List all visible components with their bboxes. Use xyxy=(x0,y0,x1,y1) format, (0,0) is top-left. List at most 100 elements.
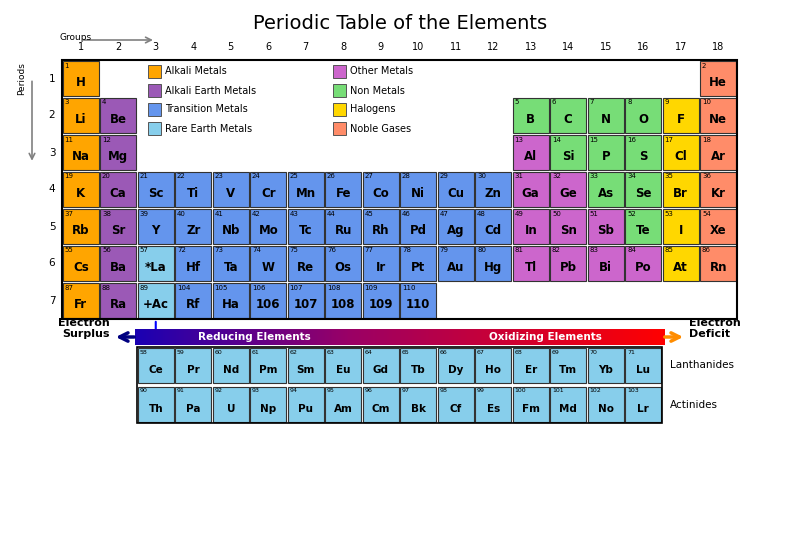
Text: 81: 81 xyxy=(514,248,523,253)
Text: Noble Gases: Noble Gases xyxy=(350,124,411,134)
Bar xyxy=(148,122,162,135)
Text: 44: 44 xyxy=(327,211,336,216)
Text: 5: 5 xyxy=(49,221,55,231)
Bar xyxy=(235,329,238,345)
Text: 15: 15 xyxy=(590,136,598,143)
Bar xyxy=(326,283,362,318)
Bar xyxy=(458,329,460,345)
Text: Cl: Cl xyxy=(674,150,687,163)
Text: Ga: Ga xyxy=(522,187,540,201)
Text: B: B xyxy=(526,113,535,126)
Bar xyxy=(626,209,661,244)
Bar xyxy=(179,329,182,345)
Text: Po: Po xyxy=(635,262,651,274)
Bar xyxy=(186,329,189,345)
Bar xyxy=(100,135,136,170)
Bar xyxy=(148,65,162,78)
Text: 78: 78 xyxy=(402,248,411,253)
Text: 109: 109 xyxy=(369,299,393,311)
Bar xyxy=(366,329,368,345)
Bar xyxy=(626,348,661,383)
Bar xyxy=(361,329,363,345)
Bar xyxy=(138,283,174,318)
Bar xyxy=(700,209,736,244)
Text: Mg: Mg xyxy=(108,150,128,163)
Bar xyxy=(475,387,511,422)
Bar xyxy=(433,329,435,345)
Bar xyxy=(462,329,463,345)
Text: 49: 49 xyxy=(514,211,523,216)
Text: Lu: Lu xyxy=(636,365,650,375)
Bar xyxy=(503,329,506,345)
Text: Ta: Ta xyxy=(223,262,238,274)
Bar xyxy=(438,172,474,207)
Text: +Ac: +Ac xyxy=(142,299,169,311)
Bar xyxy=(588,329,590,345)
Bar xyxy=(426,329,428,345)
Text: 36: 36 xyxy=(702,173,711,179)
Text: 2: 2 xyxy=(115,42,122,52)
Text: H: H xyxy=(76,77,86,89)
Text: 21: 21 xyxy=(139,173,148,179)
Text: 63: 63 xyxy=(327,349,335,354)
Bar xyxy=(330,329,333,345)
Bar xyxy=(572,329,574,345)
Bar xyxy=(468,329,470,345)
Text: 38: 38 xyxy=(102,211,111,216)
Bar xyxy=(204,329,206,345)
Bar xyxy=(643,329,645,345)
Text: 82: 82 xyxy=(552,248,561,253)
Text: Pd: Pd xyxy=(410,225,426,238)
Text: Pr: Pr xyxy=(187,365,200,375)
Bar xyxy=(578,329,580,345)
Bar xyxy=(438,246,474,281)
Bar xyxy=(662,172,698,207)
Bar xyxy=(525,329,527,345)
Text: Lanthanides: Lanthanides xyxy=(670,361,734,371)
Text: Alkali Earth Metals: Alkali Earth Metals xyxy=(166,86,256,96)
Bar xyxy=(295,329,298,345)
Bar xyxy=(338,329,340,345)
Bar xyxy=(148,84,162,97)
Bar xyxy=(430,329,432,345)
Text: 35: 35 xyxy=(665,173,674,179)
Bar xyxy=(363,283,398,318)
Bar xyxy=(700,61,736,96)
Text: Surplus: Surplus xyxy=(62,329,110,339)
Bar xyxy=(611,329,614,345)
Bar xyxy=(165,329,167,345)
Bar xyxy=(512,329,514,345)
Bar xyxy=(438,209,474,244)
Text: 99: 99 xyxy=(477,389,485,394)
Bar xyxy=(253,329,255,345)
Bar xyxy=(627,329,630,345)
Text: 71: 71 xyxy=(627,349,635,354)
Bar xyxy=(257,329,259,345)
Text: 65: 65 xyxy=(402,349,410,354)
Bar xyxy=(209,329,211,345)
Bar xyxy=(393,329,394,345)
Text: 109: 109 xyxy=(365,285,378,291)
Bar xyxy=(623,329,626,345)
Bar xyxy=(222,329,224,345)
Bar xyxy=(390,329,393,345)
Bar xyxy=(288,387,324,422)
Bar xyxy=(223,329,226,345)
Text: Ho: Ho xyxy=(486,365,502,375)
Bar xyxy=(500,329,502,345)
Bar xyxy=(554,329,557,345)
Text: 90: 90 xyxy=(139,389,147,394)
Text: 102: 102 xyxy=(590,389,602,394)
Bar xyxy=(443,329,446,345)
Text: Bi: Bi xyxy=(599,262,612,274)
Text: 11: 11 xyxy=(450,42,462,52)
Bar xyxy=(475,348,511,383)
Text: Cf: Cf xyxy=(450,404,462,414)
Bar xyxy=(406,329,409,345)
Text: 97: 97 xyxy=(402,389,410,394)
Bar xyxy=(405,329,407,345)
Bar xyxy=(304,329,306,345)
Bar xyxy=(502,329,504,345)
Text: As: As xyxy=(598,187,614,201)
Text: 14: 14 xyxy=(552,136,561,143)
